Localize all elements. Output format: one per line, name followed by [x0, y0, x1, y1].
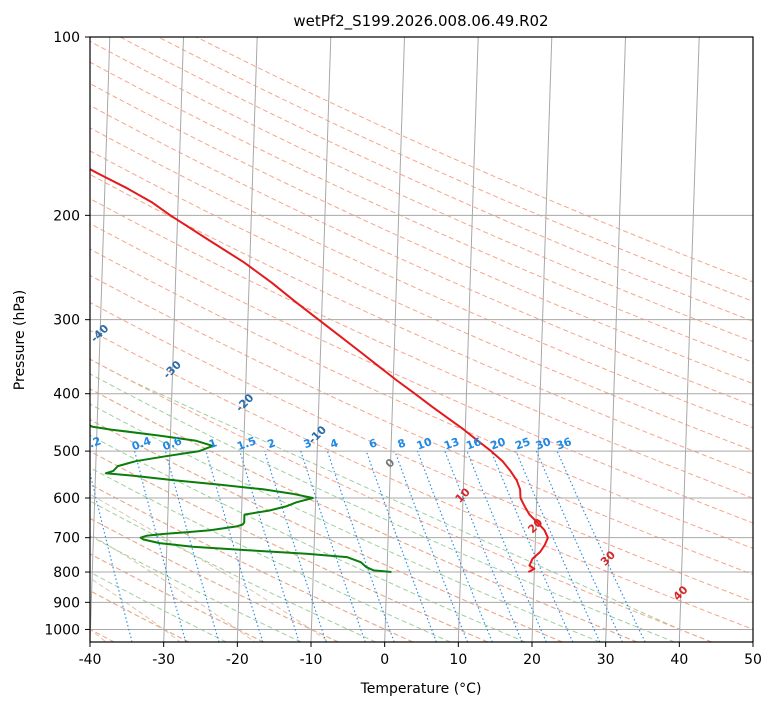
y-tick-label: 600 [53, 491, 80, 507]
isotherm-line [531, 37, 553, 642]
dry-adiabat-line [90, 150, 753, 452]
mixing-ratio-label: 36 [555, 435, 574, 453]
y-tick-label: 700 [53, 531, 80, 547]
dry-adiabat-line [90, 61, 753, 363]
dry-adiabat-line [90, 329, 753, 630]
dry-adiabat-line [90, 301, 753, 603]
y-tick-label: 500 [53, 444, 80, 460]
dry-adiabat-line [90, 517, 339, 642]
mixing-ratio-label: 16 [464, 435, 483, 453]
mixing-ratio-line [490, 450, 574, 642]
mixing-ratio-line [535, 450, 623, 642]
dry-adiabat-line [196, 37, 753, 283]
y-axis-label: Pressure (hPa) [12, 290, 28, 390]
x-tick-label: -30 [152, 652, 175, 668]
mixing-ratio-line [466, 450, 547, 642]
mixing-ratio-label: 0.6 [161, 434, 184, 453]
mixing-ratio-label: 13 [442, 435, 461, 452]
x-tick-label: 10 [449, 652, 467, 668]
mixing-ratio-label: 1.5 [235, 434, 258, 453]
y-tick-label: 100 [53, 30, 80, 46]
dewpoint-profile [90, 424, 392, 573]
isotherm-line [752, 626, 753, 642]
dry-adiabat-line [158, 37, 753, 302]
isotherm-line [90, 37, 111, 642]
isotherm-line [457, 37, 479, 642]
isotherm-line [236, 37, 258, 642]
isotherm-line [678, 37, 700, 642]
mixing-ratio-line [264, 450, 327, 642]
x-tick-label: -10 [300, 652, 323, 668]
x-tick-label: -40 [79, 652, 102, 668]
x-tick-label: 40 [670, 652, 688, 668]
mixing-ratio-label: 20 [489, 435, 508, 453]
theta-e-line [90, 533, 255, 642]
y-tick-label: 900 [53, 595, 80, 611]
mixing-ratio-line [164, 450, 220, 642]
dry-adiabat-line [90, 483, 414, 642]
mixing-ratio-label: 30 [534, 435, 553, 453]
moist-adiabat-line [90, 535, 302, 642]
isotherm-line [163, 37, 184, 642]
y-tick-label: 1000 [44, 622, 80, 638]
x-tick-label: 50 [744, 652, 762, 668]
mixing-ratio-line [90, 471, 133, 642]
isotherm-line [310, 37, 332, 642]
dry-adiabat-line [90, 248, 753, 549]
mixing-ratio-label: 2 [266, 436, 278, 451]
dry-adiabat-line [90, 358, 712, 642]
mixing-ratio-label: 6 [367, 436, 379, 451]
x-tick-label: 30 [597, 652, 615, 668]
isotherm-line [605, 37, 626, 642]
dry-adiabat-line [119, 37, 753, 322]
moist-adiabat-line [90, 358, 712, 642]
x-axis-label: Temperature (°C) [360, 681, 482, 697]
mixing-ratio-line [300, 450, 366, 642]
dry-adiabat-line [90, 82, 753, 385]
axes: -40 -30 -20 -10 0 10 20 30 40 5010020030040050060… [44, 30, 762, 668]
plot-frame [89, 36, 754, 643]
mixing-ratio-line [134, 450, 187, 642]
mixing-ratio-label: 3 [302, 436, 314, 451]
chart-title: wetPf2_S199.2026.008.06.49.R02 [293, 12, 548, 31]
mixing-ratio-label: 4 [328, 436, 340, 451]
y-tick-label: 800 [53, 565, 80, 581]
plot-area: 0.10.20.40.611.52346810131620253036-100-… [89, 36, 754, 643]
profiles [90, 168, 549, 573]
mixing-ratio-label: 1 [207, 436, 219, 451]
dry-adiabat-line [90, 450, 488, 642]
mixing-ratio-label: 25 [513, 435, 532, 452]
y-tick-label: 400 [53, 387, 80, 403]
mixing-ratio-line [515, 450, 601, 642]
dry-adiabat-line [90, 419, 563, 642]
mixing-ratio-label: 0.4 [130, 434, 153, 453]
y-tick-label: 200 [53, 208, 80, 224]
x-tick-label: -20 [226, 652, 249, 668]
isotherm-line [384, 37, 405, 642]
theta-e-line [90, 493, 330, 642]
mixing-ratio-line [239, 450, 300, 642]
x-tick-label: 20 [523, 652, 541, 668]
mixing-ratio-line [205, 450, 264, 642]
temperature-profile [90, 168, 549, 573]
dry-adiabat-line [90, 198, 753, 499]
y-tick-label: 300 [53, 313, 80, 329]
dry-adiabat-line [90, 104, 753, 406]
mixing-ratio-label: 8 [396, 436, 408, 451]
dry-adiabat-line [90, 388, 638, 642]
background-lines [90, 37, 753, 642]
x-tick-label: 0 [380, 652, 389, 668]
mixing-ratio-label: 10 [415, 435, 434, 453]
mixing-ratio-line [326, 450, 395, 642]
